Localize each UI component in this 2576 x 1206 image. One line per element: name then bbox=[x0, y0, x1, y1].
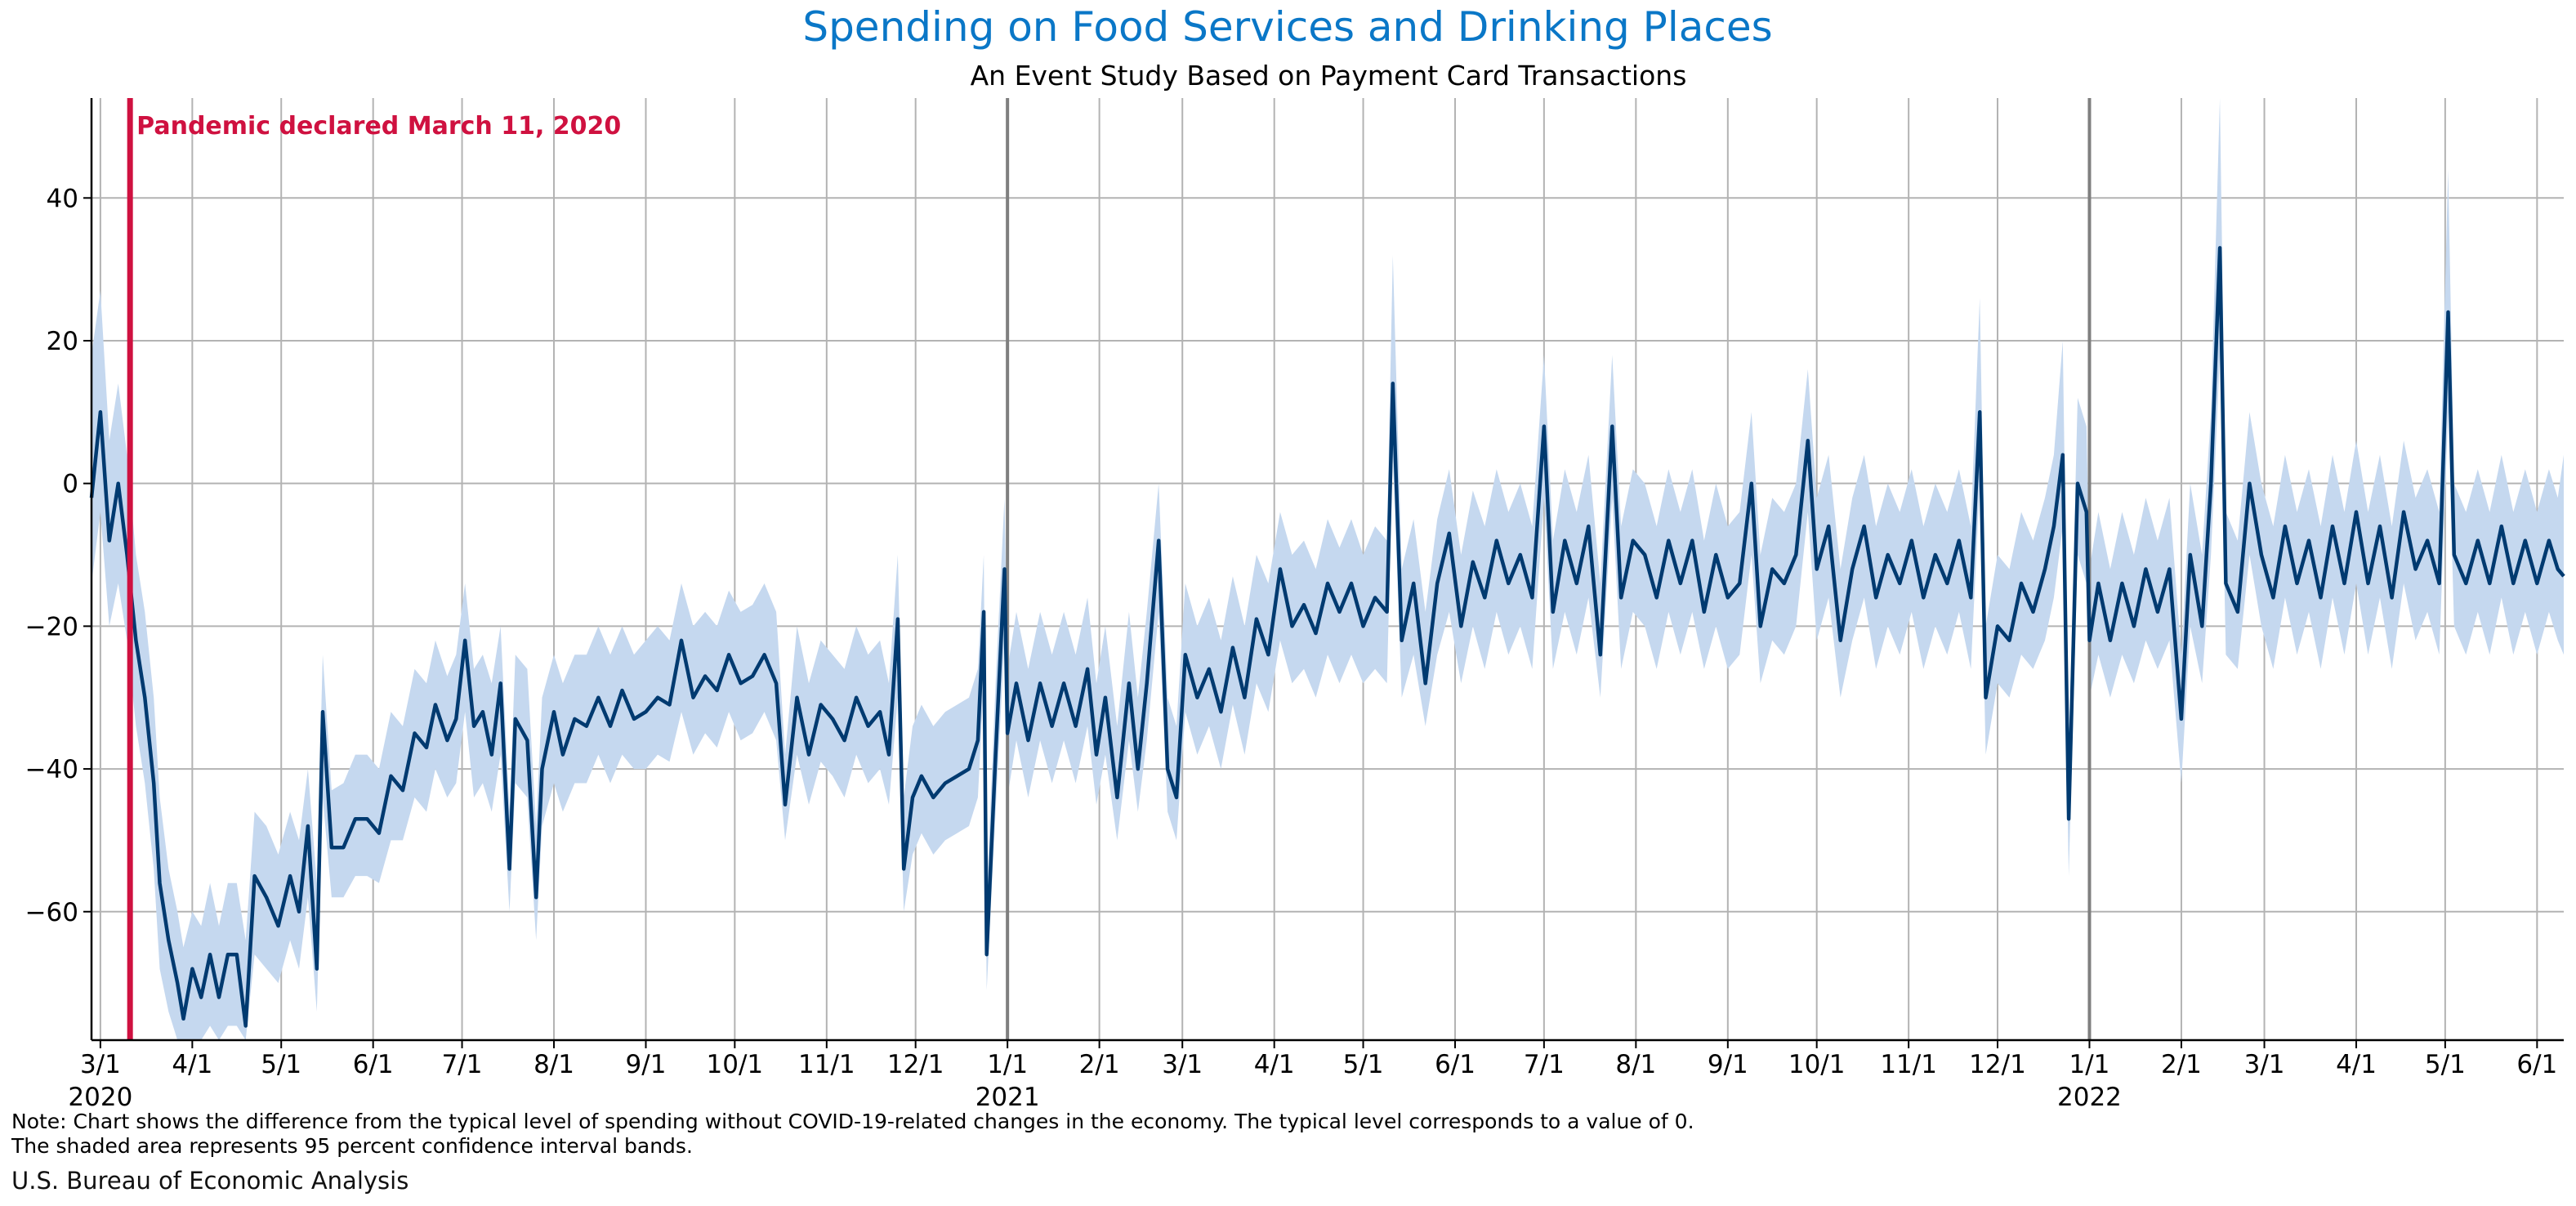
chart-title: Spending on Food Services and Drinking P… bbox=[802, 3, 1772, 51]
event-label: Pandemic declared March 11, 2020 bbox=[136, 112, 621, 141]
event-marker: Pandemic declared March 11, 2020 bbox=[127, 98, 621, 1040]
x-tick-label: 6/1 bbox=[1435, 1050, 1476, 1079]
x-tick-label: 12/1 bbox=[887, 1050, 944, 1079]
x-tick-label: 5/1 bbox=[1343, 1050, 1384, 1079]
x-tick-label: 4/1 bbox=[172, 1050, 212, 1079]
x-tick-label: 10/1 bbox=[707, 1050, 764, 1079]
x-tick-label: 6/1 bbox=[353, 1050, 394, 1079]
y-tick-label: −40 bbox=[25, 755, 78, 784]
x-year-label: 2022 bbox=[2057, 1083, 2122, 1112]
x-tick-label: 5/1 bbox=[261, 1050, 301, 1079]
y-tick-label: 20 bbox=[47, 327, 78, 356]
x-year-label: 2021 bbox=[975, 1083, 1040, 1112]
y-tick-label: −20 bbox=[25, 612, 78, 641]
x-tick-label: 3/1 bbox=[80, 1050, 121, 1079]
x-tick-label: 8/1 bbox=[1615, 1050, 1656, 1079]
x-tick-label: 3/1 bbox=[2244, 1050, 2285, 1079]
series-line bbox=[89, 246, 2565, 1028]
y-tick-label: 0 bbox=[62, 470, 78, 499]
chart-subtitle: An Event Study Based on Payment Card Tra… bbox=[971, 60, 1687, 92]
series-line-group bbox=[89, 246, 2565, 1028]
source-label: U.S. Bureau of Economic Analysis bbox=[11, 1167, 409, 1195]
x-tick-label: 3/1 bbox=[1162, 1050, 1203, 1079]
x-tick-label: 11/1 bbox=[798, 1050, 855, 1079]
x-tick-label: 9/1 bbox=[1708, 1050, 1748, 1079]
y-tick-label: 40 bbox=[47, 184, 78, 213]
x-tick-label: 9/1 bbox=[626, 1050, 667, 1079]
x-tick-label: 7/1 bbox=[442, 1050, 483, 1079]
x-tick-label: 5/1 bbox=[2425, 1050, 2466, 1079]
note-line-2: The shaded area represents 95 percent co… bbox=[11, 1134, 693, 1158]
confidence-band-area bbox=[92, 98, 2564, 1040]
x-tick-label: 11/1 bbox=[1880, 1050, 1937, 1079]
x-tick-label: 12/1 bbox=[1969, 1050, 2026, 1079]
note-line-1: Note: Chart shows the difference from th… bbox=[11, 1110, 1694, 1133]
x-year-label: 2020 bbox=[68, 1083, 132, 1112]
x-tick-label: 6/1 bbox=[2516, 1050, 2557, 1079]
x-tick-label: 2/1 bbox=[1079, 1050, 1120, 1079]
x-tick-label: 4/1 bbox=[1254, 1050, 1295, 1079]
x-tick-label: 1/1 bbox=[2069, 1050, 2110, 1079]
x-tick-label: 4/1 bbox=[2336, 1050, 2377, 1079]
x-tick-label: 8/1 bbox=[534, 1050, 574, 1079]
x-tick-label: 10/1 bbox=[1788, 1050, 1846, 1079]
y-tick-label: −60 bbox=[25, 898, 78, 927]
axes: 40 20 0 −20 −40 −60 3/1 2020 4/1 5/1 6/1 7/1 8/1 9/1 1… bbox=[25, 98, 2564, 1112]
x-tick-label: 1/1 bbox=[987, 1050, 1028, 1079]
x-tick-label: 7/1 bbox=[1524, 1050, 1565, 1079]
x-tick-label: 2/1 bbox=[2161, 1050, 2202, 1079]
confidence-band bbox=[92, 98, 2564, 1040]
